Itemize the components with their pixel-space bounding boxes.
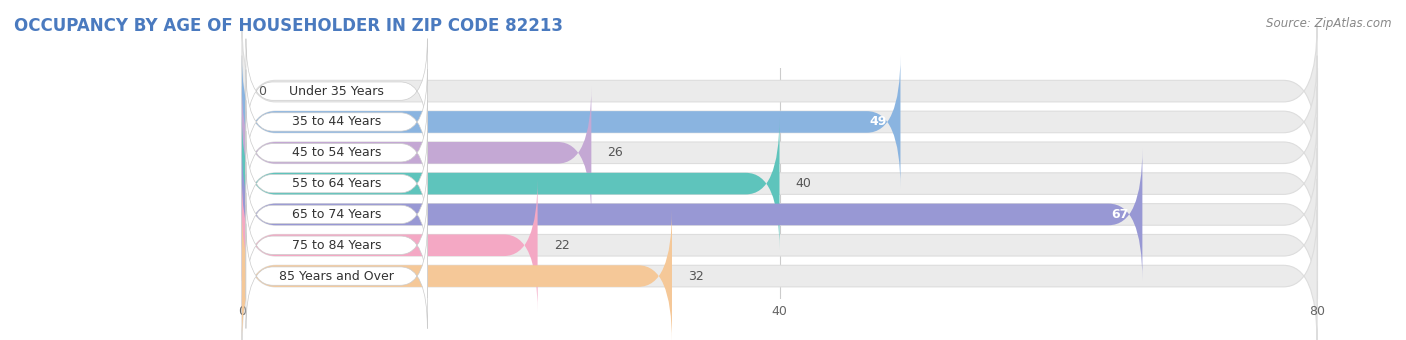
- Text: 85 Years and Over: 85 Years and Over: [280, 270, 394, 283]
- Text: 22: 22: [554, 239, 569, 252]
- Text: Source: ZipAtlas.com: Source: ZipAtlas.com: [1267, 17, 1392, 30]
- Text: 40: 40: [796, 177, 811, 190]
- Text: 75 to 84 Years: 75 to 84 Years: [292, 239, 381, 252]
- FancyBboxPatch shape: [242, 210, 1317, 340]
- Text: 55 to 64 Years: 55 to 64 Years: [292, 177, 381, 190]
- FancyBboxPatch shape: [246, 100, 427, 205]
- FancyBboxPatch shape: [246, 162, 427, 267]
- FancyBboxPatch shape: [242, 179, 1317, 311]
- FancyBboxPatch shape: [242, 117, 1317, 250]
- FancyBboxPatch shape: [246, 193, 427, 298]
- Text: 35 to 44 Years: 35 to 44 Years: [292, 116, 381, 129]
- Text: 67: 67: [1112, 208, 1129, 221]
- FancyBboxPatch shape: [242, 86, 592, 219]
- FancyBboxPatch shape: [242, 56, 900, 188]
- FancyBboxPatch shape: [242, 56, 1317, 188]
- FancyBboxPatch shape: [246, 69, 427, 174]
- FancyBboxPatch shape: [242, 179, 537, 311]
- FancyBboxPatch shape: [242, 148, 1317, 281]
- FancyBboxPatch shape: [242, 86, 1317, 219]
- FancyBboxPatch shape: [246, 131, 427, 236]
- Text: Under 35 Years: Under 35 Years: [290, 85, 384, 98]
- Text: 26: 26: [607, 146, 623, 159]
- Text: OCCUPANCY BY AGE OF HOUSEHOLDER IN ZIP CODE 82213: OCCUPANCY BY AGE OF HOUSEHOLDER IN ZIP C…: [14, 17, 562, 35]
- FancyBboxPatch shape: [246, 224, 427, 328]
- FancyBboxPatch shape: [242, 25, 1317, 157]
- FancyBboxPatch shape: [246, 39, 427, 143]
- FancyBboxPatch shape: [242, 148, 1142, 281]
- Text: 65 to 74 Years: 65 to 74 Years: [292, 208, 381, 221]
- Text: 45 to 54 Years: 45 to 54 Years: [292, 146, 381, 159]
- FancyBboxPatch shape: [242, 210, 672, 340]
- FancyBboxPatch shape: [242, 117, 779, 250]
- Text: 49: 49: [870, 116, 887, 129]
- Text: 32: 32: [688, 270, 704, 283]
- Text: 0: 0: [259, 85, 266, 98]
